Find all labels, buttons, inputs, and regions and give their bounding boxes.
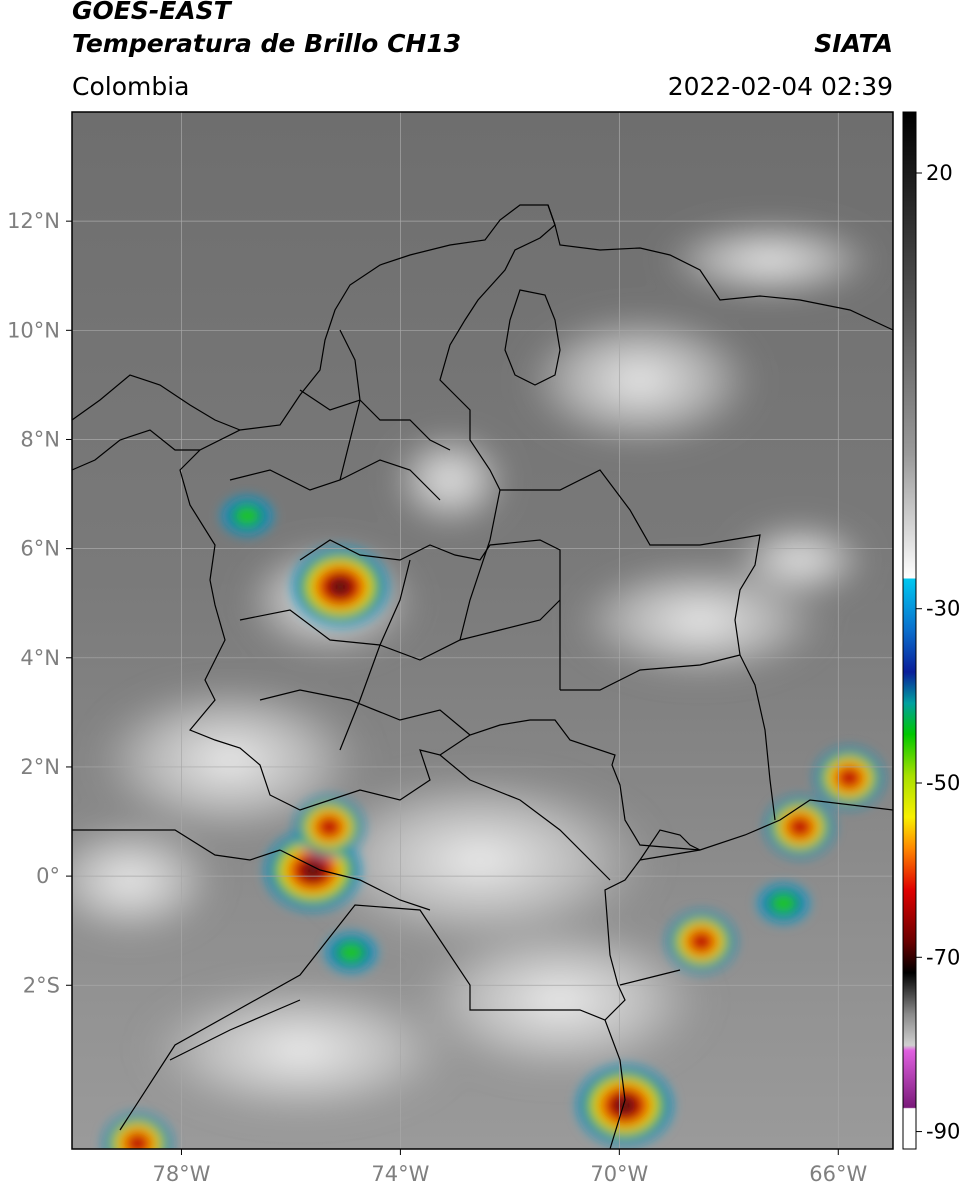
dept-line-9 bbox=[339, 329, 361, 481]
lon-tick-label: 66°W bbox=[809, 1162, 867, 1186]
lake-maracaibo bbox=[504, 289, 561, 386]
lat-tick-label: 10°N bbox=[7, 318, 60, 342]
gridlines bbox=[72, 112, 893, 1149]
colorbar-gradient bbox=[902, 111, 917, 1150]
colorbar-tick-label: -90 bbox=[926, 1120, 960, 1144]
dept-line-3 bbox=[239, 599, 561, 661]
panama-coast-south bbox=[72, 429, 200, 471]
lat-tick-label: 4°N bbox=[20, 646, 60, 670]
convective-cell bbox=[667, 911, 736, 972]
convective-cell bbox=[292, 546, 389, 627]
satellite-title: GOES-EAST bbox=[72, 0, 231, 25]
peru-brazil-border bbox=[619, 969, 681, 986]
datetime-label: 2022-02-04 02:39 bbox=[667, 72, 893, 101]
convective-cell bbox=[325, 932, 378, 973]
political-borders bbox=[72, 204, 893, 1149]
dept-line-1 bbox=[299, 539, 561, 690]
lat-tick-label: 6°N bbox=[20, 537, 60, 561]
region-label: Colombia bbox=[72, 72, 190, 101]
convective-cell bbox=[815, 747, 884, 808]
convective-cell bbox=[295, 796, 364, 857]
colorbar-tick-label: 20 bbox=[926, 161, 953, 185]
convective-cells bbox=[103, 495, 884, 1149]
lat-tick-label: 8°N bbox=[20, 427, 60, 451]
peru-border-south bbox=[169, 999, 301, 1061]
ecuador-border bbox=[72, 829, 281, 861]
lat-tick-label: 2°S bbox=[23, 973, 60, 997]
convective-cell bbox=[103, 1113, 172, 1149]
dept-line-11 bbox=[459, 489, 501, 641]
venezuela-coast bbox=[547, 204, 893, 331]
brazil-border-south bbox=[604, 1019, 626, 1149]
dept-line-5 bbox=[299, 389, 451, 451]
axis-ticks: 12°N 10°N 8°N 6°N 4°N 2°N 0° 2°S 78°W 74°W 70°W 66°… bbox=[7, 209, 867, 1186]
lon-tick-label: 78°W bbox=[152, 1162, 210, 1186]
dept-line-6 bbox=[560, 654, 741, 691]
product-title: Temperatura de Brillo CH13 bbox=[72, 29, 462, 58]
convective-cell bbox=[757, 883, 810, 924]
lat-tick-label: 12°N bbox=[7, 209, 60, 233]
panama-coast bbox=[72, 374, 241, 431]
map-frame bbox=[71, 111, 894, 1150]
cloud-texture bbox=[72, 220, 880, 1120]
dept-line-7 bbox=[439, 754, 611, 881]
lon-tick-label: 74°W bbox=[371, 1162, 429, 1186]
colorbar: 20 -30 -50 -70 -90 bbox=[902, 111, 960, 1150]
lon-tick-label: 70°W bbox=[590, 1162, 648, 1186]
colorbar-tick-label: -70 bbox=[926, 945, 960, 969]
organization-label: SIATA bbox=[814, 29, 893, 58]
dept-line-4 bbox=[259, 689, 471, 736]
brazil-venezuela-border bbox=[639, 799, 893, 861]
convective-cell bbox=[576, 1065, 673, 1146]
colombia-border bbox=[119, 204, 776, 1131]
colorbar-ticks: 20 -30 -50 -70 -90 bbox=[916, 161, 960, 1144]
lat-tick-label: 0° bbox=[36, 864, 60, 888]
convective-cell bbox=[221, 495, 274, 536]
dept-line-10 bbox=[339, 559, 411, 751]
colorbar-tick-label: -50 bbox=[926, 771, 960, 795]
lat-tick-label: 2°N bbox=[20, 755, 60, 779]
colorbar-tick-label: -30 bbox=[926, 597, 960, 621]
convective-cell bbox=[765, 796, 834, 857]
dept-line-8 bbox=[279, 849, 431, 911]
